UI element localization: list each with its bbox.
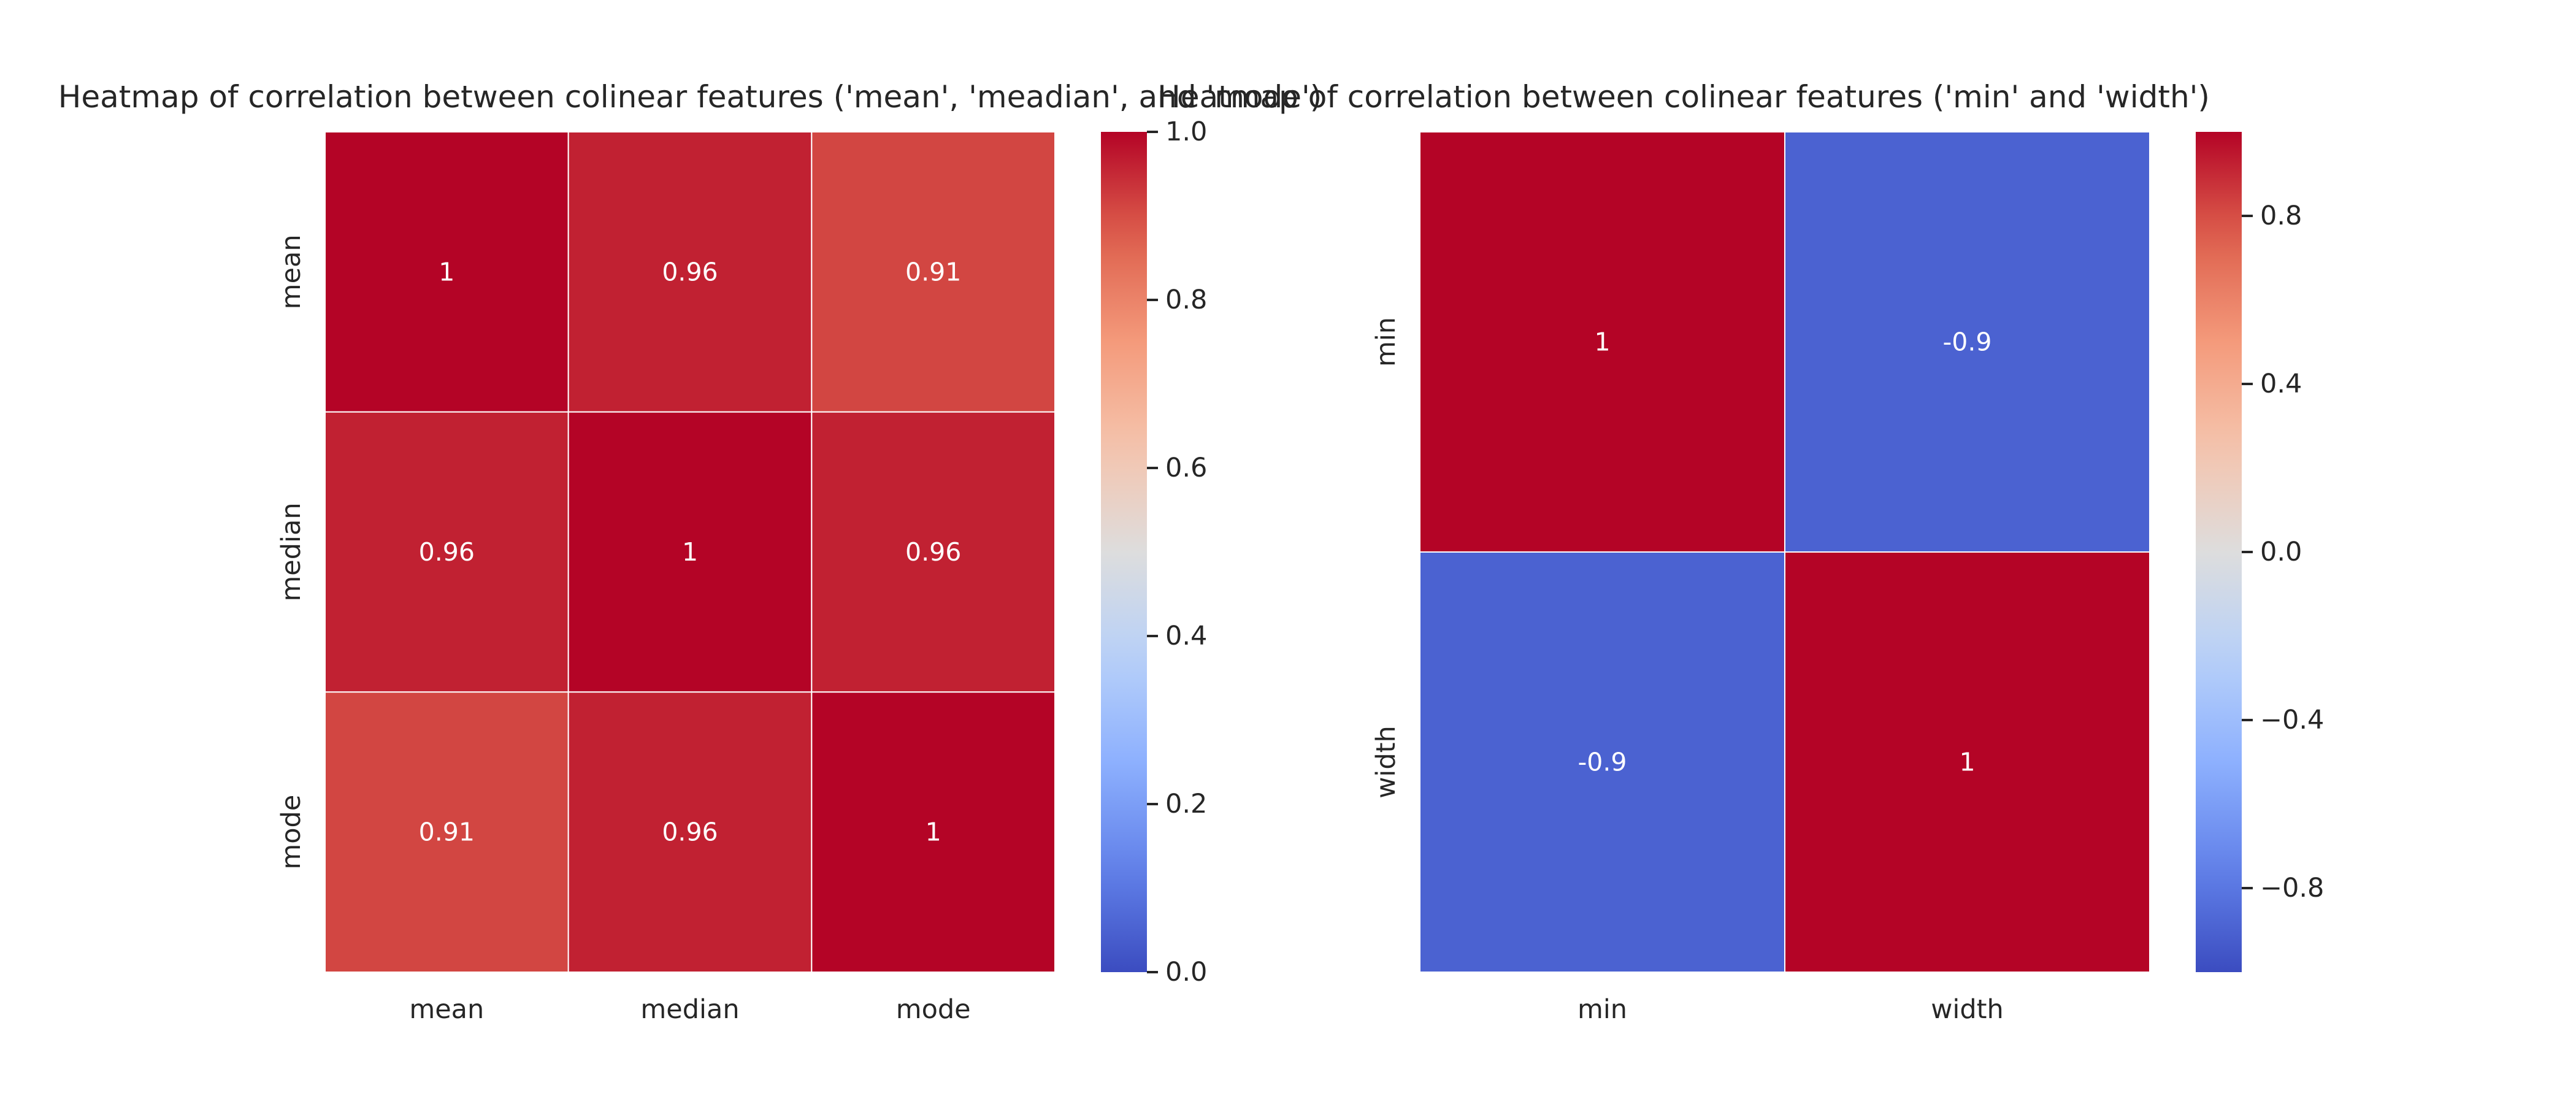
y-tick-label: median [276,502,307,601]
cell-annotation: -0.9 [1578,748,1627,777]
chart-title: Heatmap of correlation between colinear … [58,79,1322,115]
cell-annotation: 1 [439,257,454,286]
chart-title: Heatmap of correlation between colinear … [1157,79,2210,115]
heatmap-cell [811,131,1056,413]
x-tick-label: mean [409,994,484,1025]
heatmap-cell [1784,551,2150,973]
cell-annotation: 1 [682,537,698,567]
heatmap-cell [324,131,569,413]
cell-annotation: 0.96 [662,257,718,286]
cell-annotation: 1 [1594,328,1610,357]
x-tick-label: median [640,994,739,1025]
colorbar-tick-label: 0.0 [1165,957,1207,987]
colorbar [1101,132,1147,972]
colorbar-tick-label: 0.0 [2260,537,2302,567]
cell-annotation: 0.91 [419,818,475,847]
colorbar-tick-label: 0.8 [1165,285,1207,315]
y-tick-label: min [1371,317,1401,367]
y-tick-label: mode [276,795,307,870]
y-tick-label: mean [276,234,307,309]
cell-annotation: 1 [926,818,941,847]
heatmap-cell [567,691,813,973]
cell-annotation: 0.96 [419,537,475,567]
cell-annotation: 0.96 [905,537,961,567]
heatmap-cell [1419,131,1785,553]
x-tick-label: min [1577,994,1627,1025]
heatmap-cell [1419,551,1785,973]
heatmap-cell [811,691,1056,973]
heatmap-panel-1: Heatmap of correlation between colinear … [58,79,1322,1025]
heatmap-cell [1784,131,2150,553]
cell-annotation: -0.9 [1943,328,1992,357]
y-tick-label: width [1371,726,1401,799]
heatmap-panel-2: Heatmap of correlation between colinear … [1157,79,2324,1025]
colorbar-tick-label: 1.0 [1165,117,1207,147]
cell-annotation: 1 [1959,748,1975,777]
colorbar-tick-label: −0.8 [2260,873,2324,903]
colorbar-tick-label: 0.6 [1165,453,1207,483]
x-tick-label: width [1931,994,2004,1025]
colorbar [2196,132,2242,972]
cell-annotation: 0.91 [905,257,961,286]
heatmap-cell [567,131,813,413]
colorbar-tick-label: 0.4 [2260,369,2302,399]
heatmap-cell [811,411,1056,693]
heatmap-cell [567,411,813,693]
heatmap-cell [324,691,569,973]
x-tick-label: mode [896,994,971,1025]
colorbar-tick-label: 0.4 [1165,621,1207,651]
cell-annotation: 0.96 [662,818,718,847]
colorbar-tick-label: 0.8 [2260,201,2302,231]
colorbar-tick-label: −0.4 [2260,705,2324,735]
heatmap-cell [324,411,569,693]
colorbar-tick-label: 0.2 [1165,789,1207,819]
